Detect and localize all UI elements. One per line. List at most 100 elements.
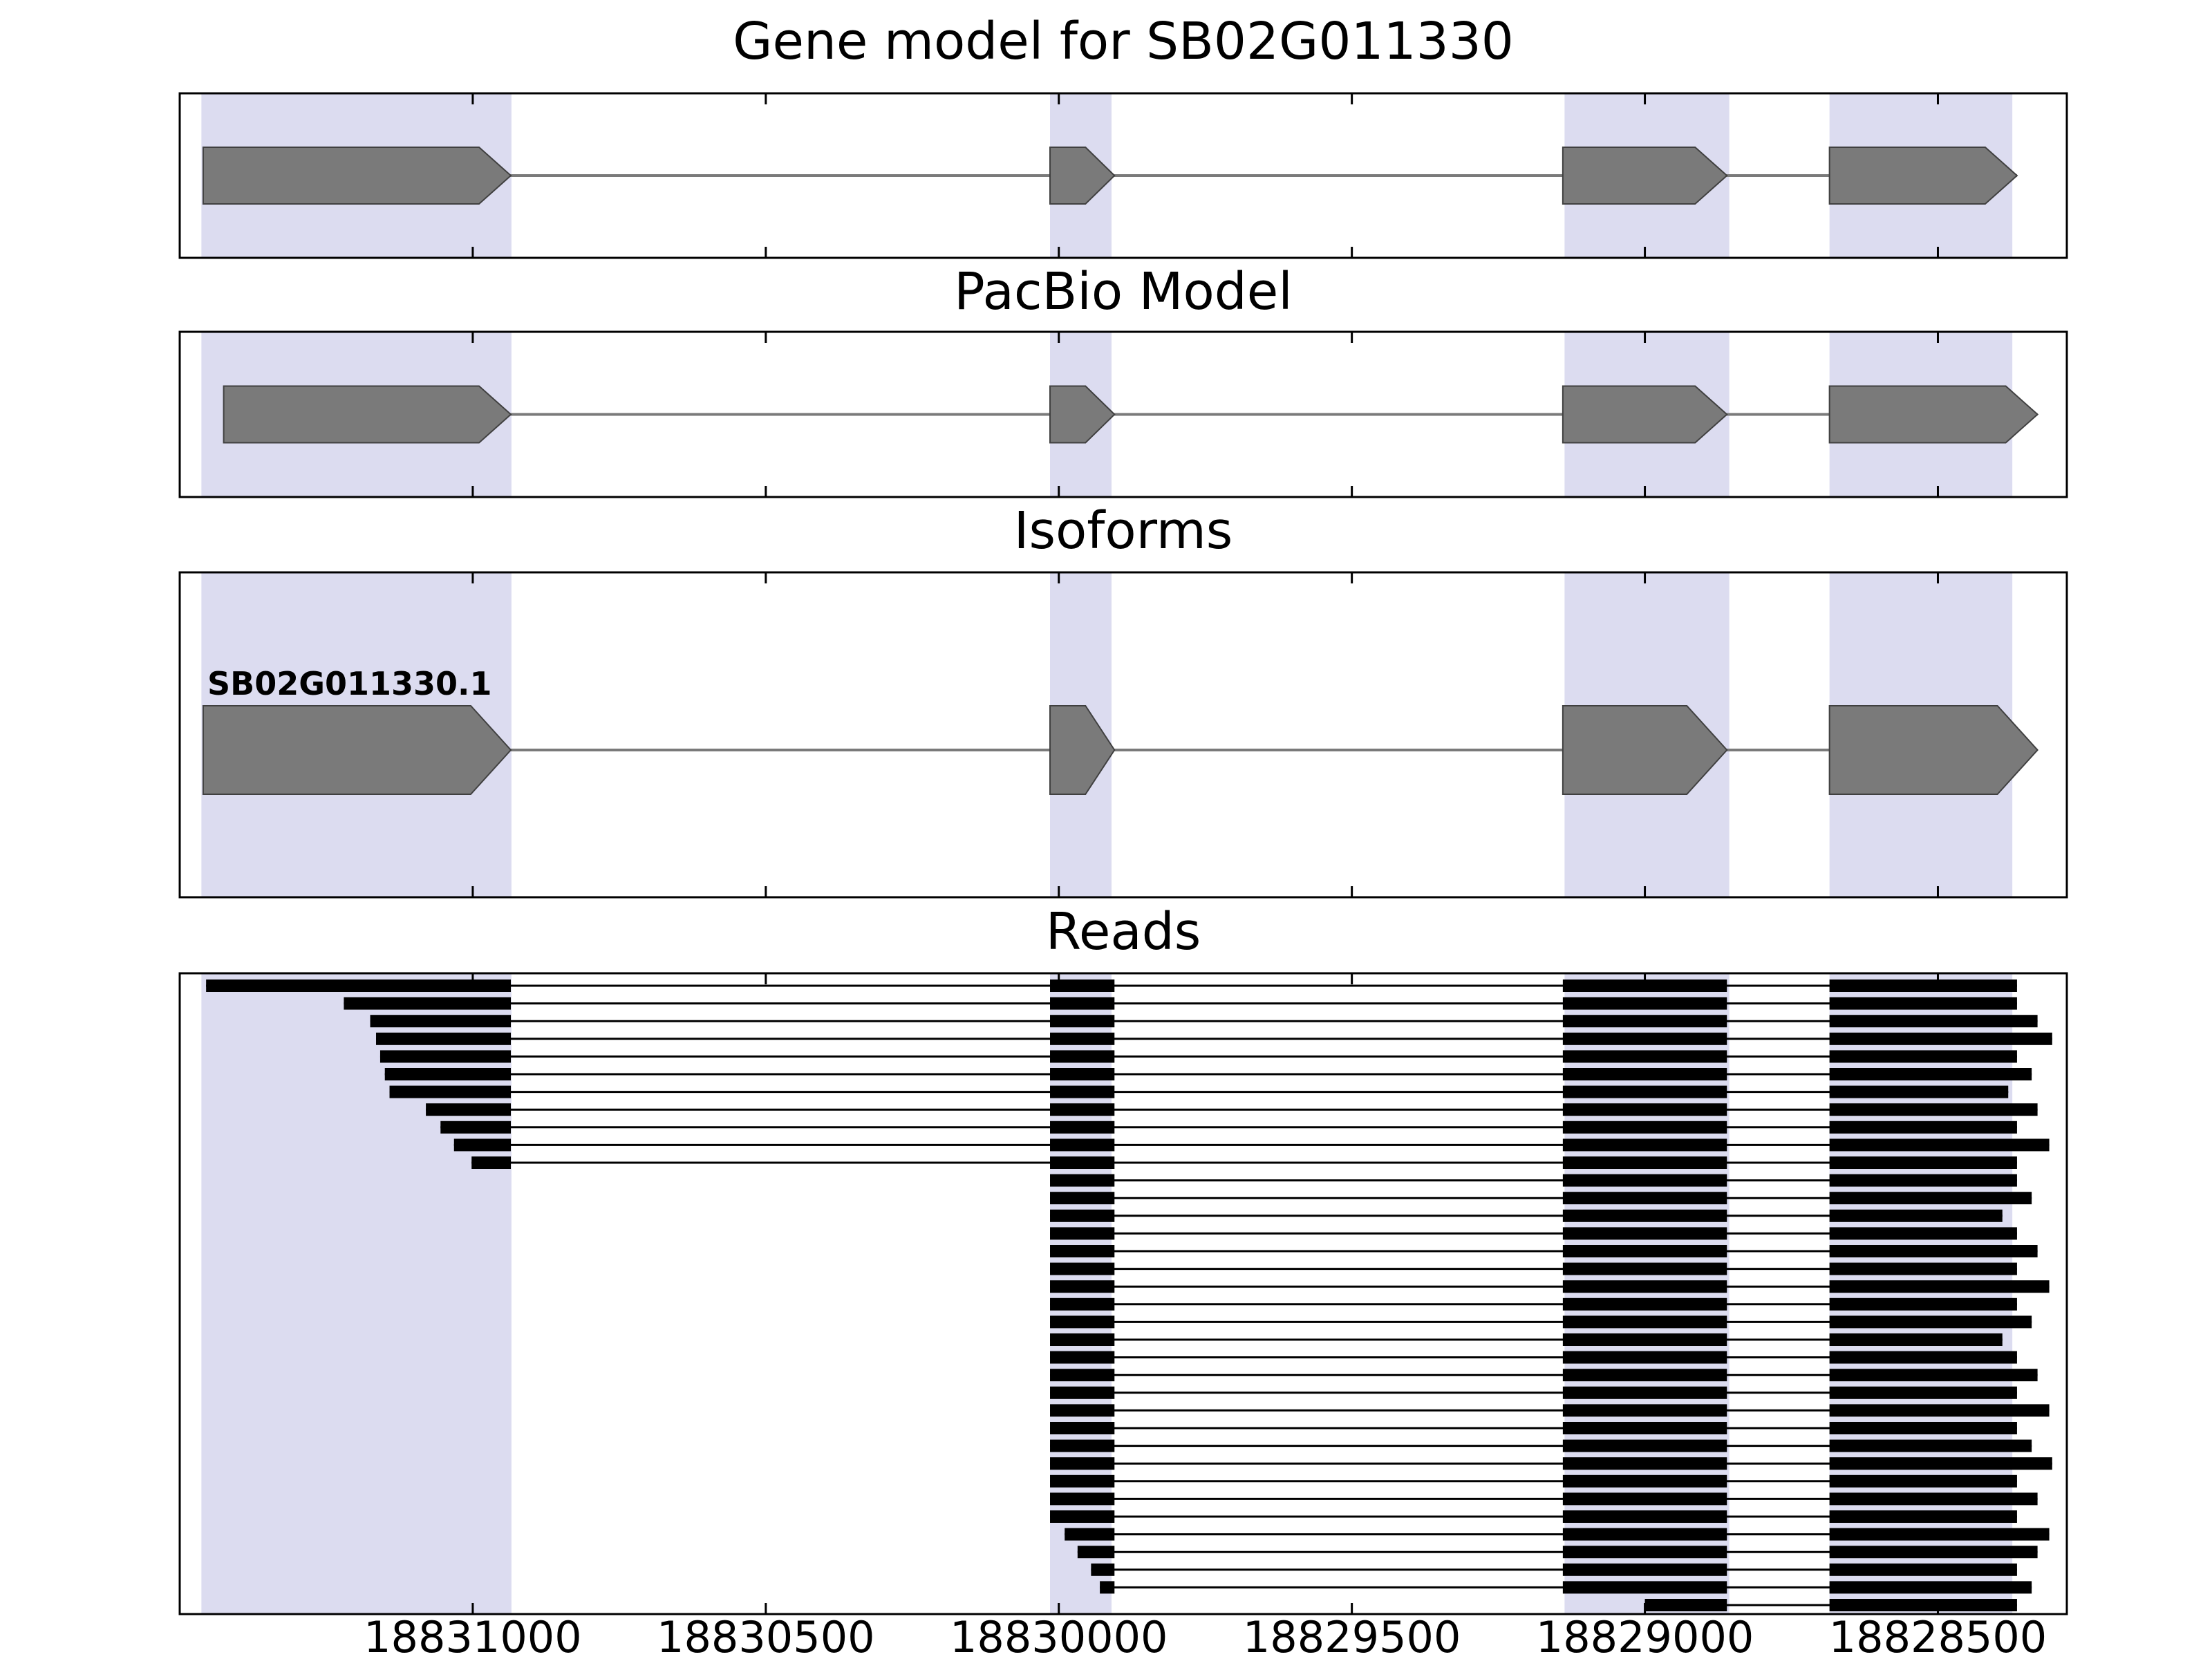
exon-arrow — [1562, 705, 1728, 795]
read-segment — [1562, 1422, 1727, 1434]
read-segment — [1050, 1227, 1115, 1240]
read-segment — [1562, 1192, 1727, 1205]
read-segment — [1829, 1192, 2032, 1205]
read-segment — [1829, 1581, 2032, 1594]
read-segment — [1829, 1050, 2017, 1063]
read-segment — [379, 1050, 512, 1063]
exon-arrow — [1562, 385, 1728, 444]
read-segment — [1829, 1209, 2003, 1222]
isoform-name-label: SB02G011330.1 — [207, 665, 492, 702]
read-segment — [1100, 1581, 1115, 1594]
read-segment — [1050, 1174, 1115, 1187]
read-segment — [1562, 1333, 1727, 1346]
read-segment — [1829, 1280, 2050, 1293]
read-segment — [1562, 1209, 1727, 1222]
x-tick-label: 18829000 — [1535, 1612, 1754, 1659]
read-segment — [1829, 1404, 2050, 1417]
x-tick-label: 18830500 — [657, 1612, 875, 1659]
panel-border — [178, 972, 2068, 1615]
read-segment — [1829, 1422, 2017, 1434]
read-segment — [440, 1121, 512, 1134]
read-segment — [1829, 1262, 2017, 1275]
exon-arrow — [1049, 705, 1116, 795]
read-segment — [1050, 1422, 1115, 1434]
x-tick-label: 18829500 — [1242, 1612, 1461, 1659]
read-segment — [1050, 980, 1115, 992]
read-segment — [1562, 1085, 1727, 1098]
read-segment — [1829, 1510, 2017, 1523]
read-segment — [344, 997, 512, 1010]
read-segment — [1050, 1404, 1115, 1417]
read-segment — [1829, 1245, 2038, 1257]
read-segment — [1562, 1369, 1727, 1382]
read-segment — [1050, 997, 1115, 1010]
read-segment — [1050, 1209, 1115, 1222]
read-segment — [1077, 1546, 1115, 1559]
read-segment — [1562, 1174, 1727, 1187]
panel-title-gene-model: Gene model for SB02G011330 — [733, 12, 1514, 71]
read-segment — [206, 980, 512, 992]
read-segment — [1050, 1262, 1115, 1275]
read-segment — [1050, 1050, 1115, 1063]
read-segment — [1050, 1297, 1115, 1311]
panel-border — [178, 92, 2068, 259]
read-segment — [1050, 1474, 1115, 1488]
panel-title-reads: Reads — [1045, 902, 1201, 962]
read-segment — [1562, 1315, 1727, 1329]
read-segment — [1562, 1581, 1727, 1594]
read-segment — [1562, 1563, 1727, 1576]
read-segment — [1562, 1474, 1727, 1488]
read-segment — [1050, 1280, 1115, 1293]
read-segment — [1562, 1015, 1727, 1028]
read-segment — [1829, 1227, 2017, 1240]
read-segment — [1050, 1138, 1115, 1152]
read-segment — [1829, 1121, 2017, 1134]
read-segment — [1829, 1156, 2017, 1169]
read-segment — [1091, 1563, 1115, 1576]
read-segment — [1050, 1369, 1115, 1382]
read-segment — [1829, 997, 2017, 1010]
read-segment — [1562, 1492, 1727, 1506]
read-segment — [1829, 1103, 2038, 1116]
read-segment — [1050, 1156, 1115, 1169]
read-segment — [1562, 1546, 1727, 1559]
read-segment — [471, 1156, 512, 1169]
read-segment — [1562, 1510, 1727, 1523]
read-segment — [1562, 1262, 1727, 1275]
read-segment — [1829, 1297, 2017, 1311]
read-segment — [1829, 1528, 2050, 1541]
read-segment — [1562, 1156, 1727, 1169]
read-segment — [1829, 1457, 2052, 1470]
read-segment — [1050, 1315, 1115, 1329]
read-segment — [1065, 1528, 1115, 1541]
read-segment — [1050, 1032, 1115, 1045]
read-segment — [1562, 1121, 1727, 1134]
read-segment — [426, 1103, 512, 1116]
exon-arrow — [1828, 147, 2018, 205]
panel-title-pacbio-model: PacBio Model — [954, 262, 1293, 321]
read-segment — [1050, 1015, 1115, 1028]
read-segment — [1050, 1457, 1115, 1470]
exon-arrow — [202, 147, 512, 205]
read-segment — [1562, 1068, 1727, 1080]
read-segment — [1050, 1121, 1115, 1134]
read-segment — [1829, 1599, 2017, 1611]
read-segment — [1829, 1492, 2038, 1506]
read-segment — [453, 1138, 512, 1152]
read-segment — [1562, 1404, 1727, 1417]
x-tick-label: 18828500 — [1828, 1612, 2047, 1659]
read-segment — [1562, 1050, 1727, 1063]
read-segment — [1050, 1245, 1115, 1257]
read-segment — [1562, 1103, 1727, 1116]
read-segment — [1562, 1439, 1727, 1452]
exon-arrow — [1049, 147, 1116, 205]
read-segment — [1829, 1369, 2038, 1382]
exon-arrow — [1562, 147, 1728, 205]
exon-arrow — [1049, 385, 1116, 444]
read-segment — [1829, 1351, 2017, 1364]
read-segment — [1050, 1068, 1115, 1080]
read-segment — [384, 1068, 512, 1080]
read-segment — [1562, 1297, 1727, 1311]
